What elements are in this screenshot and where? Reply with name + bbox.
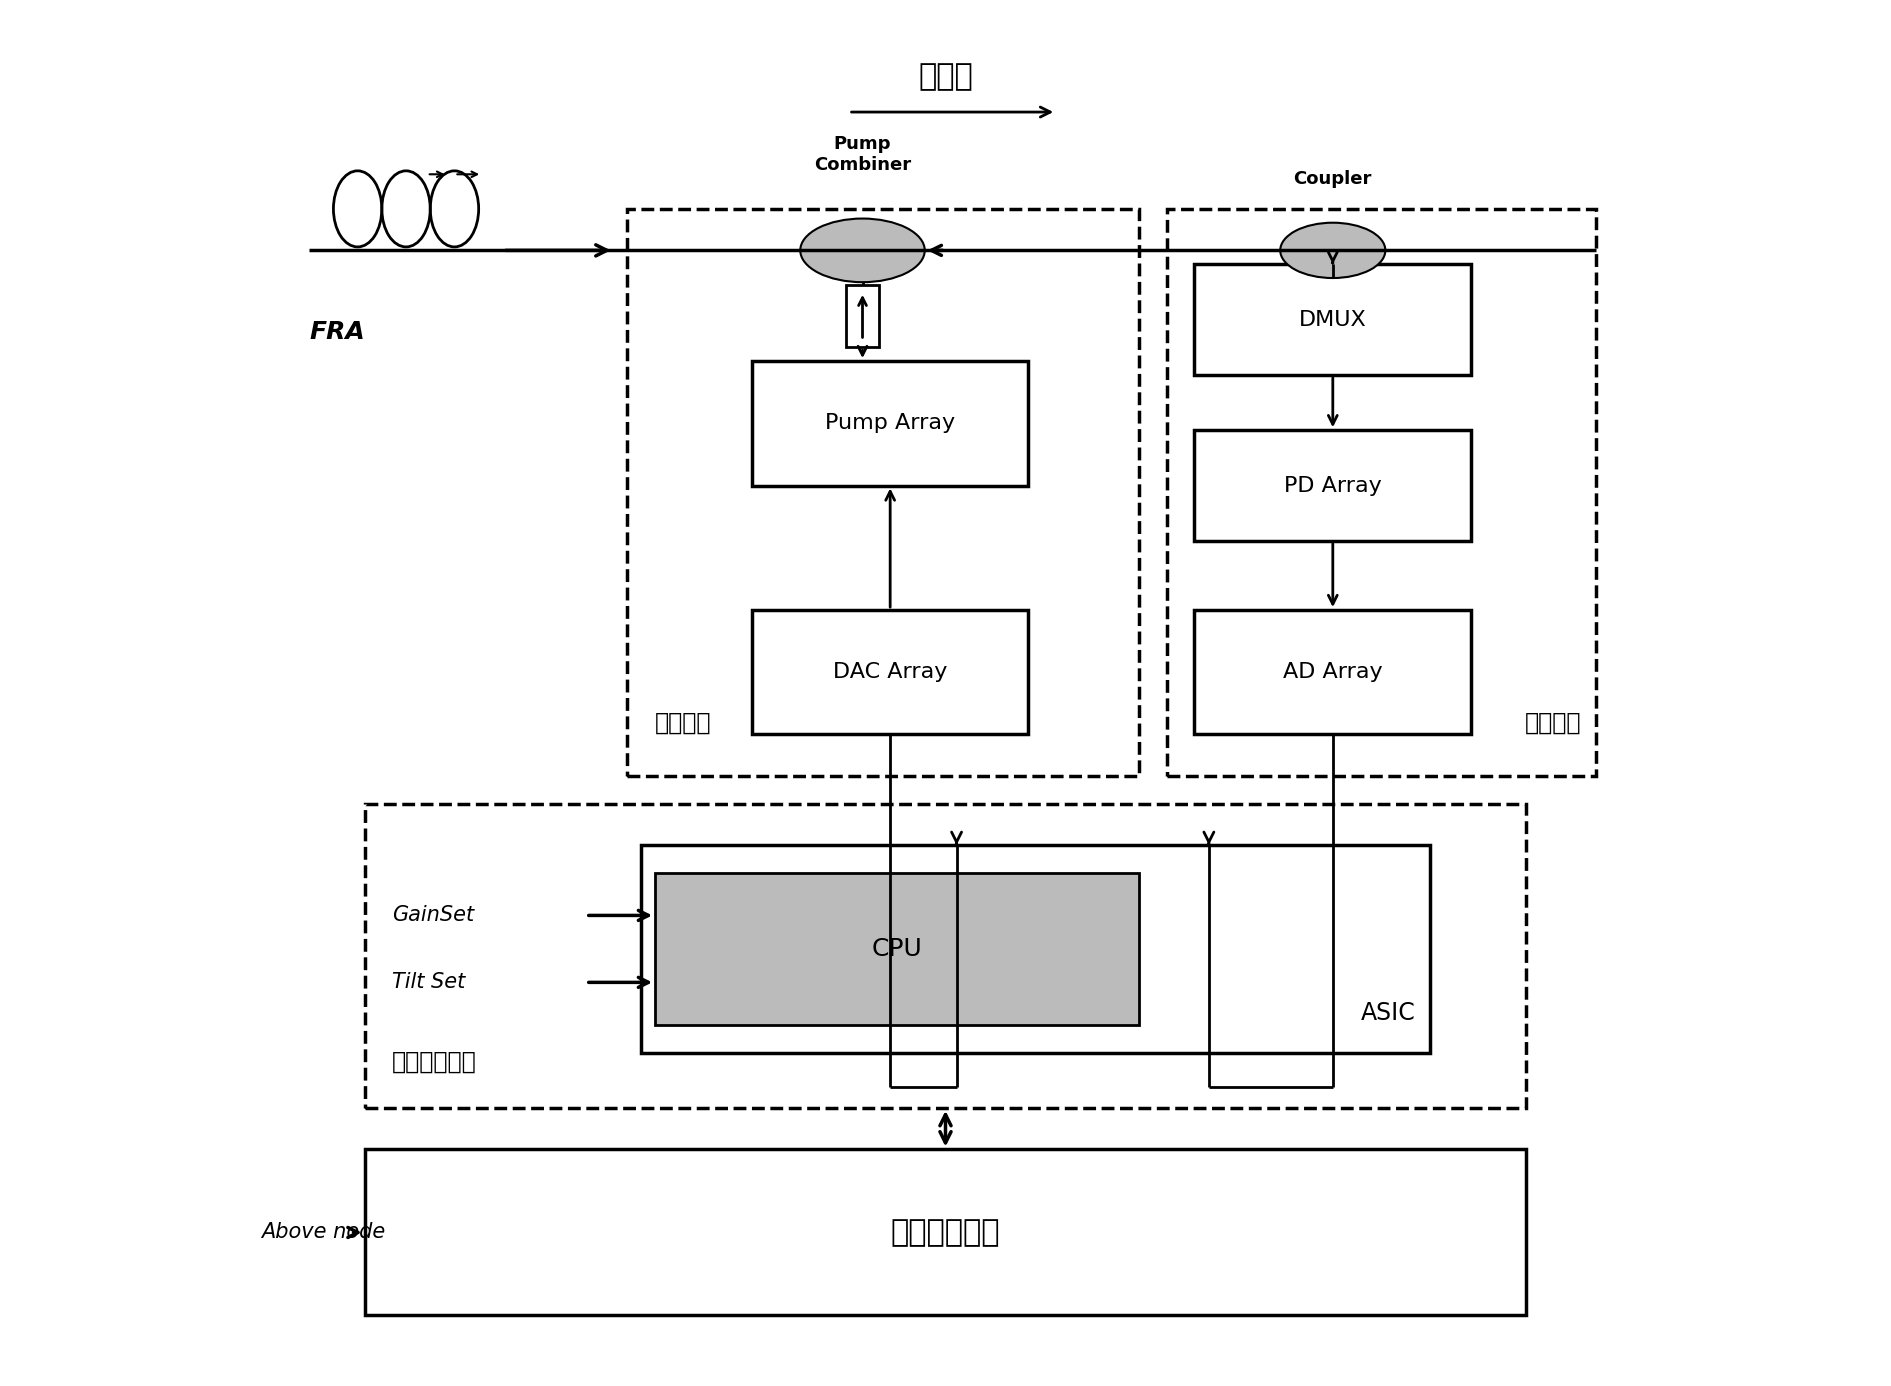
Text: 光信号: 光信号 [919,62,972,91]
Ellipse shape [800,219,925,283]
Text: Pump Array: Pump Array [824,413,955,434]
Text: Pump
Combiner: Pump Combiner [813,136,911,175]
Text: 处理控制模块: 处理控制模块 [391,1049,477,1073]
Bar [365,804,1526,1107]
Text: AD Array: AD Array [1282,663,1382,682]
Bar [753,360,1029,485]
Bar [753,610,1029,735]
Bar [641,845,1430,1052]
Bar [845,286,879,348]
Bar [1167,209,1596,776]
Text: GainSet: GainSet [391,905,475,926]
Text: 泵浦模块: 泵浦模块 [654,711,711,735]
Text: Coupler: Coupler [1293,170,1373,188]
Text: ASIC: ASIC [1362,1001,1416,1026]
Text: Tilt Set: Tilt Set [391,973,465,992]
Text: DAC Array: DAC Array [832,663,947,682]
Bar [628,209,1138,776]
Bar [1195,610,1471,735]
Bar [1195,430,1471,541]
Text: Above node: Above node [261,1222,386,1242]
Text: 网络管理单元: 网络管理单元 [891,1218,1000,1247]
Text: FRA: FRA [310,320,365,344]
Text: 监测模块: 监测模块 [1526,711,1581,735]
Bar [654,873,1138,1026]
Text: PD Array: PD Array [1284,475,1382,496]
Bar [365,1149,1526,1315]
Text: CPU: CPU [872,937,923,960]
Bar [1195,265,1471,374]
Ellipse shape [1280,223,1386,279]
Text: DMUX: DMUX [1299,309,1367,330]
